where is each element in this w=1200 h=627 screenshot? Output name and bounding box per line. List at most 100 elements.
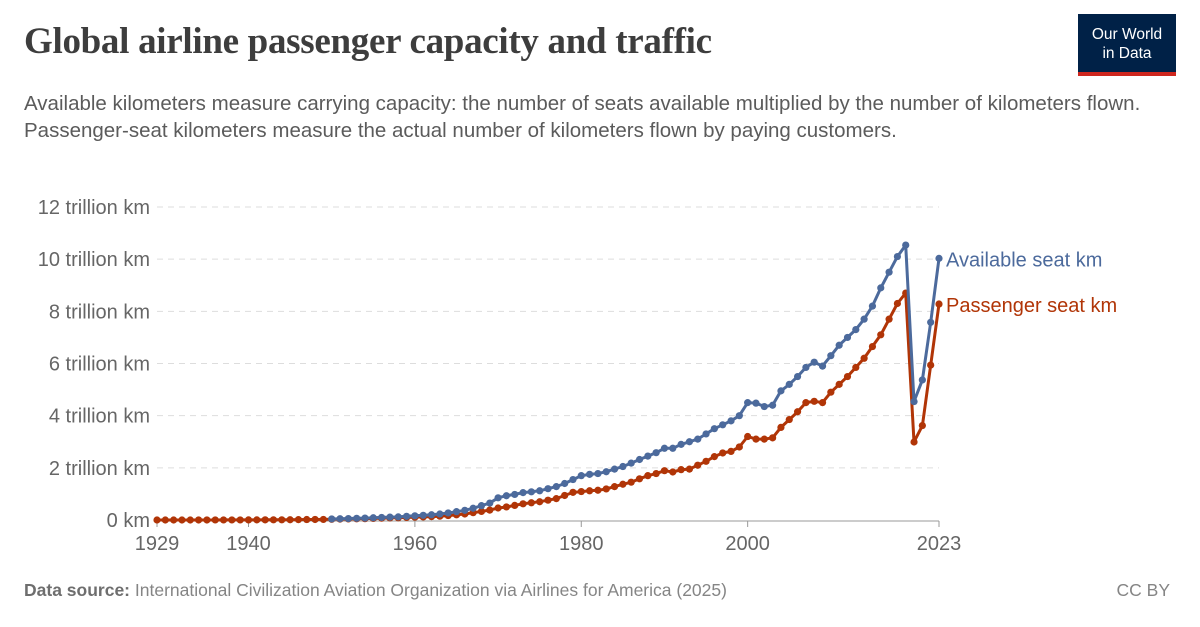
logo-text: Our World xyxy=(1091,26,1163,43)
passenger-seat-km-point xyxy=(860,354,868,362)
available-seat-km-point xyxy=(818,362,827,370)
passenger-seat-km-point xyxy=(194,516,203,524)
x-tick-label: 1929 xyxy=(135,533,180,555)
passenger-seat-km-point xyxy=(877,331,885,339)
y-tick-label: 12 trillion km xyxy=(38,197,150,219)
passenger-seat-km-point xyxy=(927,361,935,369)
passenger-seat-km-point xyxy=(852,363,860,372)
passenger-seat-km-point xyxy=(552,495,560,503)
passenger-seat-km-point xyxy=(660,467,669,475)
available-seat-km-point xyxy=(660,444,669,452)
available-seat-km-point xyxy=(619,462,627,471)
available-seat-km-line xyxy=(331,243,941,521)
passenger-seat-km-point xyxy=(627,478,635,486)
available-seat-km-point xyxy=(536,487,544,495)
passenger-seat-km-point xyxy=(935,300,943,308)
passenger-seat-km-point xyxy=(835,380,843,388)
passenger-seat-km-point xyxy=(694,461,702,469)
data-source: Data source: International Civilization … xyxy=(24,580,727,601)
passenger-seat-km-point xyxy=(519,500,527,508)
passenger-seat-km-point xyxy=(810,397,818,405)
passenger-seat-km-point xyxy=(303,515,311,524)
passenger-seat-km-point xyxy=(685,465,694,473)
available-seat-km-point xyxy=(477,502,486,510)
passenger-seat-km-point xyxy=(710,453,718,461)
available-seat-km-point xyxy=(577,472,585,480)
passenger-seat-km-point xyxy=(203,516,211,524)
x-tick-label: 2000 xyxy=(725,533,770,555)
chart-title: Global airline passenger capacity and tr… xyxy=(24,21,712,62)
available-seat-km-point xyxy=(494,494,502,502)
available-seat-km-point xyxy=(868,302,877,310)
passenger-seat-km-point xyxy=(502,503,511,511)
passenger-seat-km-point xyxy=(178,516,186,524)
passenger-seat-km-point xyxy=(827,388,835,396)
available-seat-km-point xyxy=(544,485,552,493)
passenger-seat-km-point xyxy=(802,399,810,407)
passenger-seat-km-point xyxy=(677,466,685,474)
passenger-seat-km-point xyxy=(486,506,494,514)
logo-text: in Data xyxy=(1102,45,1152,62)
available-seat-km-point xyxy=(569,475,577,484)
available-seat-km-point xyxy=(669,444,677,452)
available-seat-km-point xyxy=(502,492,511,500)
available-seat-km-point xyxy=(760,402,768,411)
available-seat-km-point xyxy=(752,399,760,407)
passenger-seat-km-point xyxy=(744,432,752,441)
available-seat-km-point xyxy=(685,438,694,446)
passenger-seat-km-point xyxy=(793,408,802,416)
y-tick-label: 2 trillion km xyxy=(49,458,150,480)
available-seat-km-point xyxy=(910,397,918,406)
available-seat-km-point xyxy=(785,380,793,388)
x-tick-label: 1980 xyxy=(559,533,604,555)
owid-logo[interactable]: Our World in Data xyxy=(1078,14,1176,76)
passenger-seat-km-point xyxy=(635,475,644,483)
passenger-seat-km-point xyxy=(594,486,602,494)
passenger-seat-km-point xyxy=(760,435,768,443)
passenger-seat-km-point xyxy=(610,483,619,491)
x-tick-label: 1960 xyxy=(393,533,438,555)
y-tick-label: 0 km xyxy=(107,510,150,532)
passenger-seat-km-point xyxy=(910,438,918,446)
available-seat-km-point xyxy=(344,514,352,523)
available-seat-km-point xyxy=(694,435,702,443)
available-seat-km-point xyxy=(810,358,818,366)
passenger-seat-km-point xyxy=(818,399,827,407)
passenger-seat-km-point xyxy=(170,516,178,524)
passenger-seat-km-point xyxy=(918,421,926,430)
passenger-seat-km-point xyxy=(544,496,552,504)
available-seat-km-point xyxy=(610,465,619,473)
available-seat-km-point xyxy=(852,325,860,334)
available-seat-km-point xyxy=(902,241,910,249)
available-seat-km-point xyxy=(602,468,610,476)
passenger-seat-km-point xyxy=(735,443,743,451)
available-seat-km-point xyxy=(719,421,727,429)
y-tick-label: 6 trillion km xyxy=(49,354,150,376)
available-seat-km-point xyxy=(635,455,644,464)
license-link[interactable]: CC BY xyxy=(1116,580,1170,600)
available-seat-km-point xyxy=(328,515,336,523)
passenger-seat-km-point xyxy=(702,457,710,465)
passenger-seat-km-point xyxy=(261,516,269,524)
passenger-seat-km-point xyxy=(585,487,594,495)
available-seat-km-point xyxy=(527,488,535,496)
passenger-seat-km-point xyxy=(602,485,610,493)
passenger-seat-km-point xyxy=(228,516,236,524)
available-seat-km-point xyxy=(827,352,835,360)
available-seat-km-point xyxy=(927,318,935,326)
passenger-seat-km-point xyxy=(219,516,228,524)
data-source-text: International Civilization Aviation Orga… xyxy=(134,580,727,600)
passenger-seat-km-point xyxy=(278,516,286,524)
available-seat-km-point xyxy=(461,506,469,514)
passenger-seat-km-point xyxy=(511,501,519,509)
passenger-seat-km-legend-label: Passenger seat km xyxy=(946,295,1117,317)
passenger-seat-km-point xyxy=(569,488,577,496)
passenger-seat-km-point xyxy=(577,487,585,496)
available-seat-km-point xyxy=(744,399,752,407)
available-seat-km-point xyxy=(594,469,602,478)
available-seat-km-point xyxy=(585,470,594,478)
passenger-seat-km-point xyxy=(294,516,303,524)
available-seat-km-point xyxy=(336,515,344,523)
available-seat-km-point xyxy=(378,513,386,522)
